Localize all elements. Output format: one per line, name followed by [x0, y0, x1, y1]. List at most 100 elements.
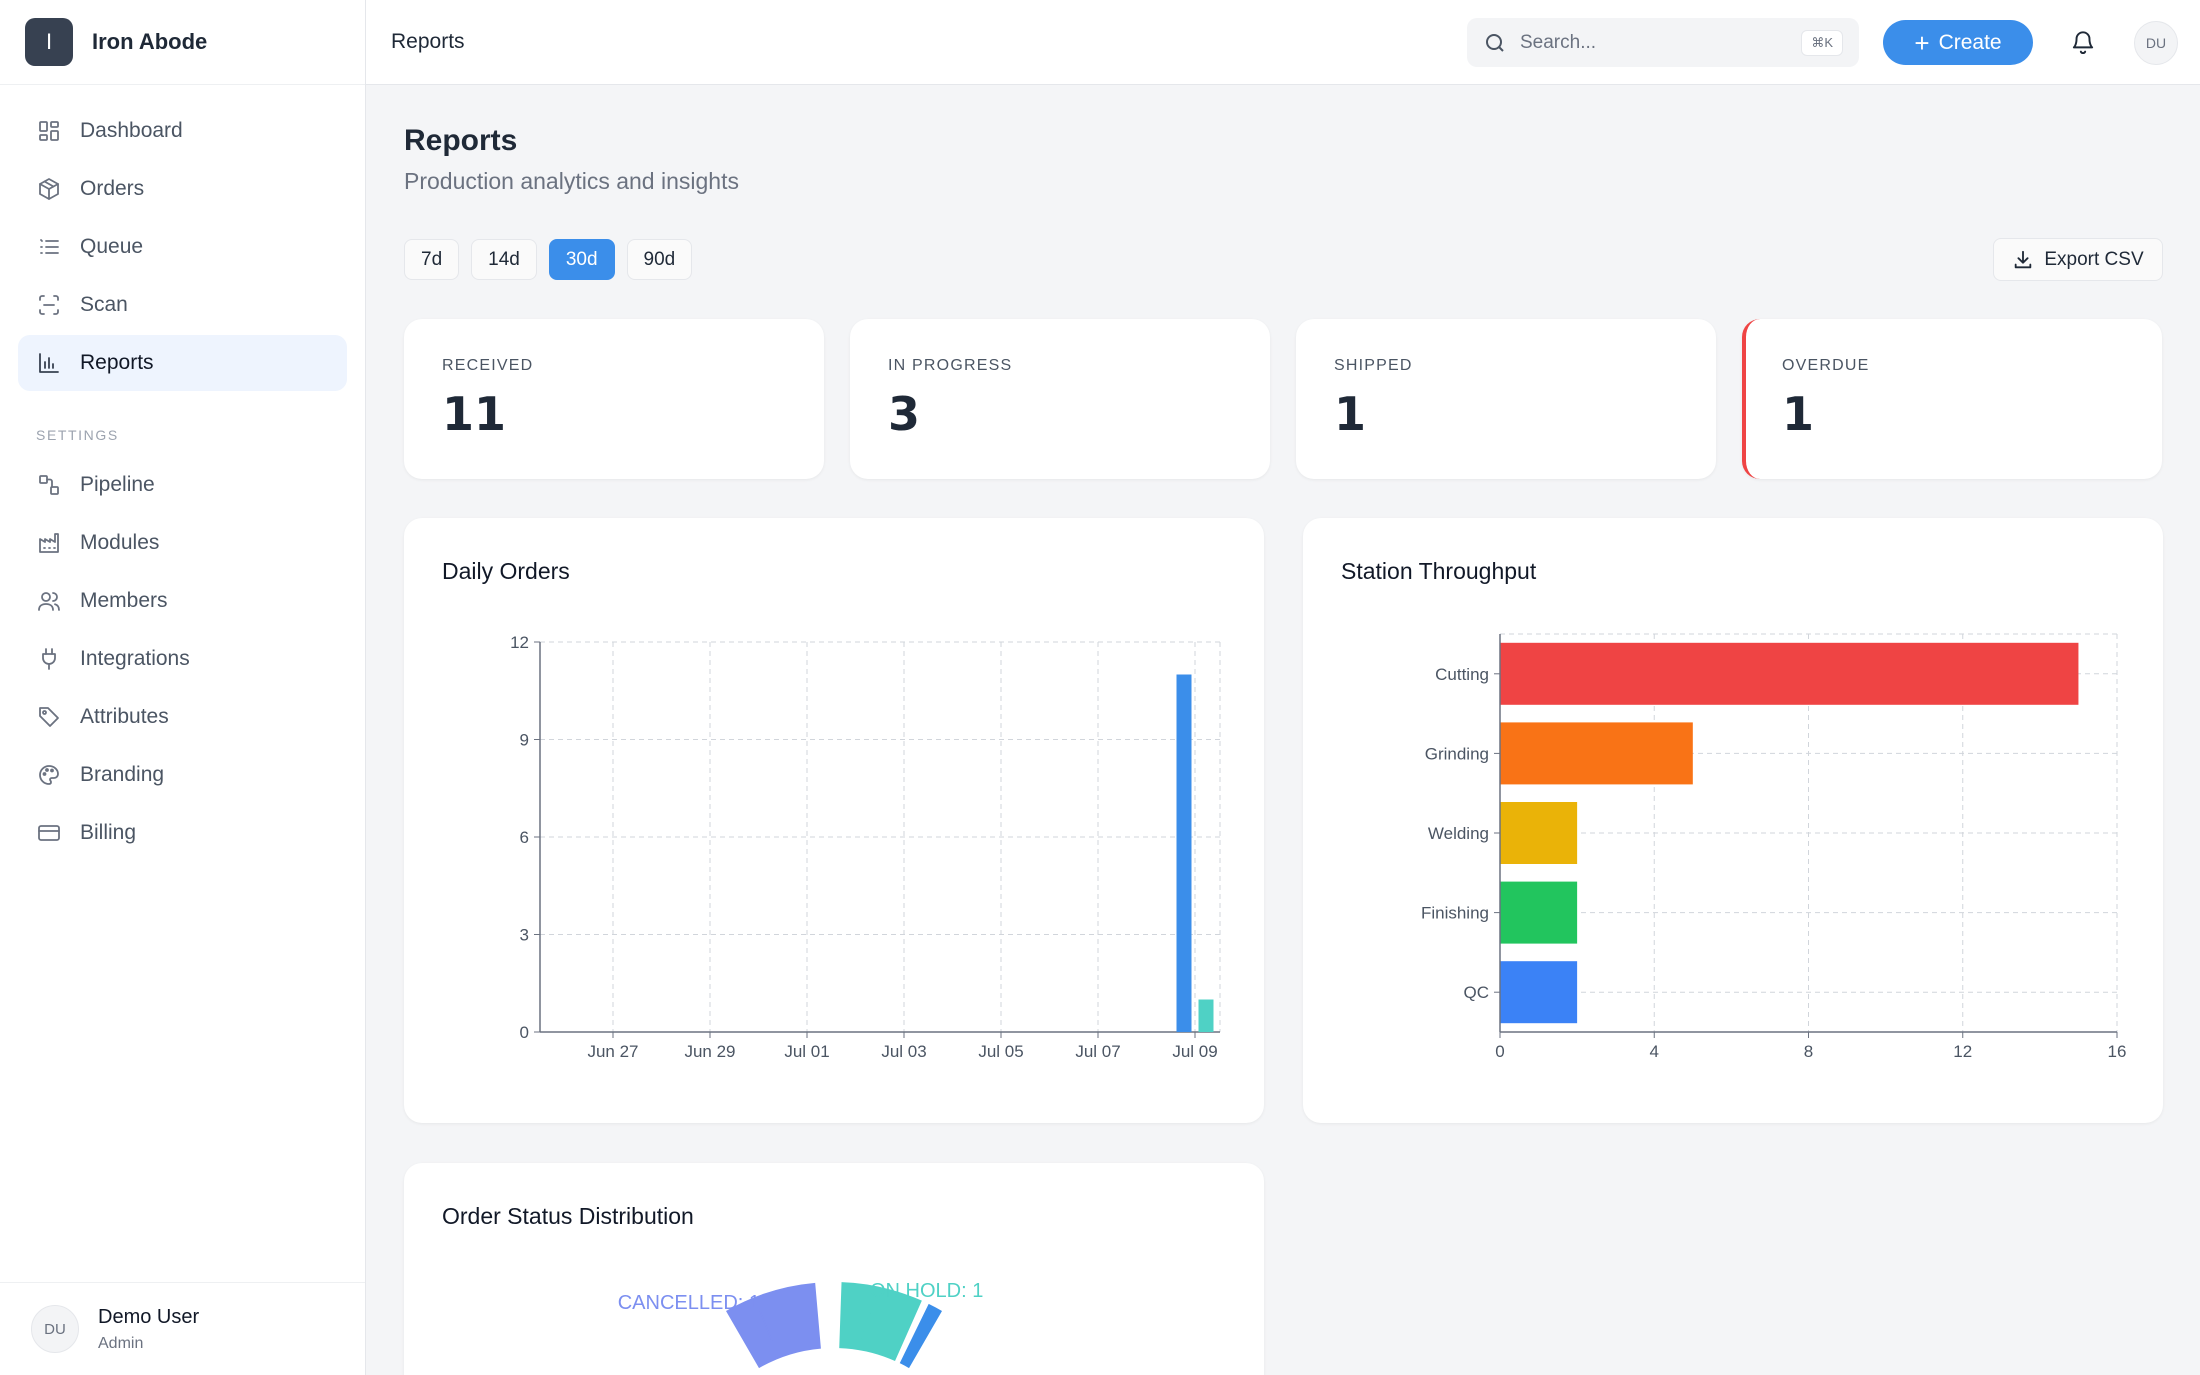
- x-tick-label: Jul 01: [784, 1042, 829, 1061]
- search-shortcut: ⌘K: [1801, 29, 1843, 56]
- range-90d-button[interactable]: 90d: [626, 239, 693, 280]
- download-icon: [2015, 250, 2032, 268]
- bar: [1198, 999, 1214, 1032]
- x-tick-label: Jul 09: [1172, 1042, 1217, 1061]
- palette-icon: [36, 762, 62, 788]
- y-tick-label: 0: [520, 1023, 529, 1042]
- create-button[interactable]: + Create: [1883, 20, 2033, 65]
- daily-orders-title: Daily Orders: [442, 558, 570, 584]
- y-tick-label: 12: [510, 633, 529, 652]
- search-placeholder: Search...: [1520, 31, 1597, 53]
- x-tick-label: Jul 07: [1075, 1042, 1120, 1061]
- brand[interactable]: I Iron Abode: [0, 0, 365, 85]
- stat-card-shipped: SHIPPED 1: [1296, 319, 1716, 479]
- sidebar-item-scan[interactable]: Scan: [18, 277, 347, 333]
- sidebar-item-label: Pipeline: [80, 473, 155, 496]
- user-role: Admin: [98, 1334, 144, 1352]
- range-30d-button[interactable]: 30d: [548, 239, 615, 280]
- avatar[interactable]: DU: [2134, 21, 2178, 65]
- user-profile[interactable]: DU Demo User Admin: [0, 1282, 365, 1375]
- sidebar-item-label: Modules: [80, 531, 160, 554]
- sidebar-item-billing[interactable]: Billing: [18, 805, 347, 861]
- stat-value: 1: [1334, 387, 1367, 441]
- export-csv-button[interactable]: Export CSV: [1993, 238, 2163, 281]
- bar-chart-icon: [36, 350, 62, 376]
- x-tick-label: Jun 27: [587, 1042, 638, 1061]
- x-tick-label: 8: [1804, 1042, 1813, 1061]
- category-label: Welding: [1428, 824, 1489, 843]
- station-throughput-title: Station Throughput: [1341, 558, 1537, 584]
- list-icon: [36, 234, 62, 260]
- scan-icon: [36, 292, 62, 318]
- pie-label: CANCELLED: 1: [618, 1292, 760, 1314]
- y-tick-label: 9: [520, 731, 529, 750]
- pie-label-leader: [861, 1312, 871, 1340]
- export-csv-label: Export CSV: [2044, 248, 2144, 270]
- sidebar-item-dashboard[interactable]: Dashboard: [18, 103, 347, 159]
- order-status-chart: CANCELLED: 1 ON HOLD: 1: [618, 1280, 983, 1369]
- sidebar-item-reports[interactable]: Reports: [18, 335, 347, 391]
- tag-icon: [36, 704, 62, 730]
- sidebar-item-label: Reports: [80, 351, 154, 374]
- x-tick-label: Jul 05: [978, 1042, 1023, 1061]
- category-label: Grinding: [1425, 744, 1489, 763]
- settings-section-label: SETTINGS: [36, 427, 119, 443]
- daily-orders-chart: 0 3 6 9 12 Jun 27 Jun 29 Jul 01 Jul 03 Jul 05 Jul …: [510, 633, 1221, 1061]
- y-tick-label: 3: [520, 926, 529, 945]
- brand-name: Iron Abode: [92, 29, 208, 54]
- credit-card-icon: [36, 820, 62, 846]
- users-icon: [36, 588, 62, 614]
- x-tick-label: 16: [2108, 1042, 2127, 1061]
- search-icon: [1486, 33, 1504, 52]
- sidebar-item-orders[interactable]: Orders: [18, 161, 347, 217]
- stat-label: OVERDUE: [1782, 357, 1870, 374]
- sidebar-item-pipeline[interactable]: Pipeline: [18, 457, 347, 513]
- sidebar-item-branding[interactable]: Branding: [18, 747, 347, 803]
- station-throughput-chart: Cutting Grinding Welding Finishing QC 0 4 8 12 16: [1421, 633, 2127, 1061]
- avatar: DU: [31, 1305, 79, 1353]
- range-7d-button[interactable]: 7d: [404, 239, 460, 280]
- user-name: Demo User: [98, 1305, 200, 1328]
- sidebar-item-modules[interactable]: Modules: [18, 515, 347, 571]
- stat-card-received: RECEIVED 11: [404, 319, 824, 479]
- sidebar-item-attributes[interactable]: Attributes: [18, 689, 347, 745]
- bell-icon[interactable]: [2070, 28, 2096, 56]
- pie-slice: [726, 1282, 821, 1369]
- pie-label-leader: [759, 1310, 773, 1342]
- order-status-title: Order Status Distribution: [442, 1203, 694, 1229]
- range-14d-button[interactable]: 14d: [471, 239, 537, 280]
- factory-icon: [36, 530, 62, 556]
- date-range-selector: 7d 14d 30d 90d: [404, 239, 704, 280]
- page-title: Reports: [404, 124, 518, 157]
- sidebar-item-members[interactable]: Members: [18, 573, 347, 629]
- sidebar-item-label: Orders: [80, 177, 145, 200]
- bar: [1500, 881, 1578, 944]
- sidebar-item-label: Members: [80, 589, 168, 612]
- sidebar-item-queue[interactable]: Queue: [18, 219, 347, 275]
- bar: [1500, 642, 2079, 705]
- stat-label: IN PROGRESS: [888, 357, 1013, 374]
- sidebar-item-label: Dashboard: [80, 119, 183, 142]
- pipeline-icon: [36, 472, 62, 498]
- sidebar-item-label: Billing: [80, 821, 137, 844]
- x-tick-label: 4: [1650, 1042, 1659, 1061]
- sidebar: I Iron Abode Dashboard Orders Queue Scan…: [0, 0, 366, 1375]
- order-status-card: Order Status Distribution CANCELLED: 1 ON…: [404, 1163, 1264, 1375]
- box-icon: [36, 176, 62, 202]
- pie-label: ON HOLD: 1: [870, 1280, 983, 1302]
- category-label: Cutting: [1435, 665, 1489, 684]
- stat-label: SHIPPED: [1334, 357, 1413, 374]
- bar: [1176, 674, 1192, 1032]
- stat-card-overdue: OVERDUE 1: [1742, 319, 2162, 479]
- sidebar-item-integrations[interactable]: Integrations: [18, 631, 347, 687]
- stat-value: 11: [442, 387, 507, 441]
- dashboard-icon: [36, 118, 62, 144]
- daily-orders-card: Daily Orders 0 3 6 9 12 Jun 27 Jun 29 Jul 01 Jul…: [404, 518, 1264, 1123]
- bar: [1500, 722, 1693, 785]
- sidebar-item-label: Scan: [80, 293, 128, 316]
- stat-value: 3: [888, 387, 921, 441]
- brand-logo: I: [25, 18, 73, 66]
- search-input[interactable]: Search... ⌘K: [1467, 18, 1859, 67]
- sidebar-nav: Dashboard Orders Queue Scan Reports SETT…: [0, 85, 365, 861]
- bar: [1500, 961, 1578, 1024]
